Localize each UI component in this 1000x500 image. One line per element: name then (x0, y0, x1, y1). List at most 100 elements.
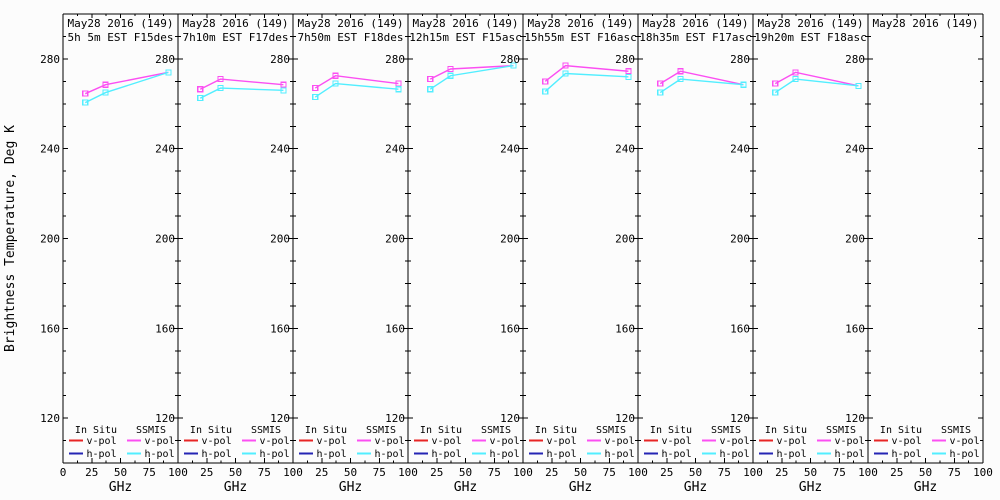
ssmis-v-pol-marker (427, 76, 434, 83)
ssmis-h-pol-marker (332, 80, 339, 87)
y-tick-label: 120 (155, 412, 175, 425)
panel-subtitle: 18h35m EST F17asc (639, 31, 752, 44)
legend-header: SSMIS (251, 425, 281, 436)
ssmis-v-pol-marker (332, 72, 339, 79)
legend-header: In Situ (420, 425, 462, 436)
panel-1: 120 160 200 240 280 25 50 75 100 GHz May28 2016 (1… (155, 14, 303, 495)
panel-subtitle: 7h50m EST F18des (298, 31, 404, 44)
y-tick-label: 240 (270, 143, 290, 156)
x-tick-label: 100 (398, 466, 418, 479)
x-tick-label: 100 (743, 466, 763, 479)
panel-title: May28 2016 (149) (298, 17, 404, 30)
ssmis-v-pol-line (429, 64, 514, 80)
x-tick-label: 75 (833, 466, 846, 479)
legend-label: h-pol (202, 449, 232, 460)
panel-2: 120 160 200 240 280 25 50 75 100 GHz May28 2016 (1… (270, 14, 418, 495)
legend-header: SSMIS (941, 425, 971, 436)
x-tick-label: 100 (283, 466, 303, 479)
x-axis-label: GHz (684, 480, 707, 495)
ssmis-h-pol-marker (562, 70, 569, 77)
ssmis-h-pol-marker (792, 76, 799, 83)
y-tick-label: 160 (155, 322, 175, 335)
ssmis-v-pol-marker (677, 68, 684, 75)
ssmis-h-pol-marker (280, 87, 287, 94)
y-tick-label: 240 (155, 143, 175, 156)
x-tick-label: 100 (858, 466, 878, 479)
y-tick-label: 200 (385, 233, 405, 246)
y-tick-label: 280 (615, 53, 635, 66)
ssmis-v-pol-line (659, 70, 744, 86)
x-axis-label: GHz (914, 480, 937, 495)
ssmis-h-pol-marker (197, 95, 204, 102)
legend-label: v-pol (317, 436, 347, 447)
y-tick-label: 160 (385, 322, 405, 335)
ssmis-h-pol-marker (447, 72, 454, 79)
y-tick-label: 240 (40, 143, 60, 156)
y-tick-label: 160 (40, 322, 60, 335)
panel-subtitle: 15h55m EST F16asc (524, 31, 637, 44)
ssmis-v-pol-marker (395, 80, 402, 87)
panel-0: 120 160 200 240 280 0 25 50 75 100 GHz May28 2016 (… (40, 14, 188, 495)
y-tick-label: 200 (730, 233, 750, 246)
ssmis-v-pol-marker (542, 78, 549, 85)
legend-label: v-pol (547, 436, 577, 447)
ssmis-v-pol-marker (280, 81, 287, 88)
y-tick-label: 280 (40, 53, 60, 66)
y-axis-title: Brightness Temperature, Deg K (3, 125, 18, 352)
legend-label: v-pol (375, 436, 405, 447)
y-tick-label: 160 (730, 322, 750, 335)
ssmis-v-pol-marker (772, 80, 779, 87)
legend-label: h-pol (490, 449, 520, 460)
legend-label: h-pol (87, 449, 117, 460)
x-axis-label: GHz (454, 480, 477, 495)
x-tick-label: 50 (574, 466, 587, 479)
ssmis-h-pol-marker (312, 94, 319, 101)
legend-header: SSMIS (481, 425, 511, 436)
legend-header: In Situ (650, 425, 692, 436)
legend-label: v-pol (432, 436, 462, 447)
y-tick-label: 120 (500, 412, 520, 425)
legend-label: h-pol (662, 449, 692, 460)
ssmis-h-pol-line (199, 87, 284, 99)
ssmis-v-pol-marker (197, 86, 204, 93)
legend-label: v-pol (260, 436, 290, 447)
ssmis-v-pol-line (314, 75, 399, 89)
legend-header: In Situ (880, 425, 922, 436)
x-tick-label: 25 (315, 466, 328, 479)
legend-label: h-pol (835, 449, 865, 460)
y-tick-label: 160 (845, 322, 865, 335)
ssmis-v-pol-line (199, 78, 284, 90)
y-tick-label: 280 (730, 53, 750, 66)
ssmis-h-pol-marker (427, 86, 434, 93)
legend-label: h-pol (432, 449, 462, 460)
ssmis-v-pol-line (774, 71, 859, 87)
x-tick-label: 25 (775, 466, 788, 479)
ssmis-h-pol-marker (657, 89, 664, 96)
legend-label: h-pol (145, 449, 175, 460)
y-tick-label: 200 (270, 233, 290, 246)
x-tick-label: 50 (459, 466, 472, 479)
x-tick-label: 25 (545, 466, 558, 479)
ssmis-h-pol-marker (165, 69, 172, 76)
legend-label: v-pol (490, 436, 520, 447)
y-tick-label: 240 (500, 143, 520, 156)
y-tick-label: 120 (845, 412, 865, 425)
legend-header: In Situ (535, 425, 577, 436)
legend-header: In Situ (75, 425, 117, 436)
legend-label: v-pol (605, 436, 635, 447)
ssmis-h-pol-marker (625, 73, 632, 80)
legend-label: v-pol (720, 436, 750, 447)
x-tick-label: 100 (973, 466, 993, 479)
panel-title: May28 2016 (149) (873, 17, 979, 30)
y-tick-label: 120 (615, 412, 635, 425)
panel-7: 120 160 200 240 280 25 50 75 100 GHz May28 2016 (1… (845, 14, 993, 495)
ssmis-v-pol-marker (447, 65, 454, 73)
legend-header: SSMIS (826, 425, 856, 436)
legend-label: v-pol (950, 436, 980, 447)
y-tick-label: 120 (40, 412, 60, 425)
x-tick-label: 75 (603, 466, 616, 479)
